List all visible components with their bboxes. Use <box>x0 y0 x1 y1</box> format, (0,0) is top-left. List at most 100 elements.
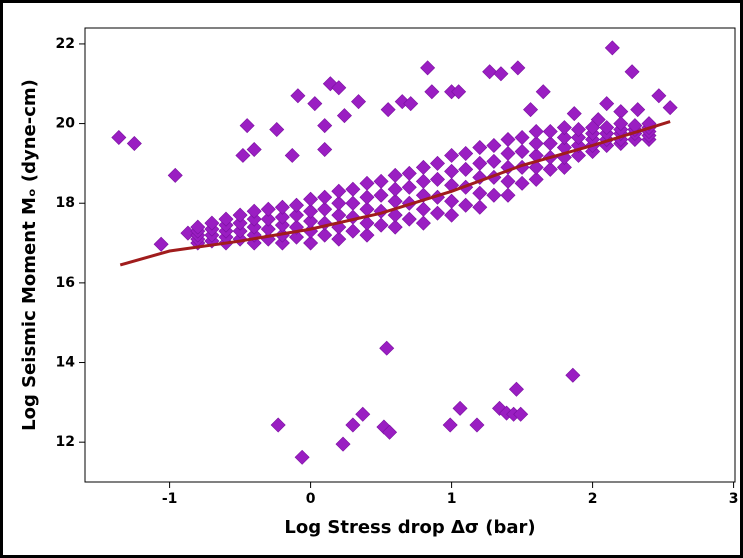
point <box>662 100 678 116</box>
point <box>415 159 431 175</box>
point <box>331 195 347 211</box>
point <box>269 122 285 138</box>
point <box>359 215 375 231</box>
point <box>232 207 248 223</box>
point <box>373 173 389 189</box>
point <box>359 201 375 217</box>
point <box>387 219 403 235</box>
point <box>303 191 319 207</box>
point <box>565 367 581 383</box>
point <box>380 102 396 118</box>
point <box>599 96 615 112</box>
point <box>401 179 417 195</box>
point <box>613 116 629 132</box>
point <box>345 223 361 239</box>
point <box>500 145 516 161</box>
point <box>387 181 403 197</box>
point <box>331 80 347 96</box>
point <box>627 118 643 134</box>
point <box>508 381 524 397</box>
point <box>387 207 403 223</box>
point <box>307 96 323 112</box>
point <box>570 130 586 146</box>
x-tick-label: 0 <box>306 491 316 507</box>
y-tick-label: 18 <box>56 195 75 211</box>
point <box>331 183 347 199</box>
point <box>458 145 474 161</box>
point <box>451 84 467 100</box>
point <box>359 175 375 191</box>
point <box>351 94 367 110</box>
point <box>387 167 403 183</box>
point <box>523 102 539 118</box>
point <box>542 135 558 151</box>
point <box>613 104 629 120</box>
point <box>345 417 361 433</box>
point <box>260 221 276 237</box>
point <box>335 436 351 452</box>
point <box>585 120 601 136</box>
y-tick-label: 14 <box>56 355 76 371</box>
point <box>401 211 417 227</box>
point <box>235 147 251 163</box>
point <box>429 155 445 171</box>
point <box>500 173 516 189</box>
point <box>294 449 310 465</box>
point <box>486 187 502 203</box>
point <box>472 155 488 171</box>
point <box>458 161 474 177</box>
point <box>284 147 300 163</box>
y-axis-label: Log Seismic Moment Mₒ (dyne-cm) <box>19 79 40 431</box>
point <box>345 195 361 211</box>
point <box>345 181 361 197</box>
point <box>246 211 262 227</box>
x-tick-label: -1 <box>162 491 178 507</box>
point <box>458 197 474 213</box>
point <box>486 137 502 153</box>
point <box>535 84 551 100</box>
point <box>570 122 586 138</box>
point <box>270 417 286 433</box>
x-tick-label: 2 <box>588 491 598 507</box>
point <box>246 203 262 219</box>
point <box>359 227 375 243</box>
point <box>469 417 485 433</box>
point <box>379 340 395 356</box>
point <box>556 120 572 136</box>
point <box>472 199 488 215</box>
point <box>420 60 436 76</box>
point <box>472 139 488 155</box>
point <box>651 88 667 104</box>
point <box>599 120 615 136</box>
point <box>218 211 234 227</box>
point <box>289 207 304 223</box>
point <box>415 215 431 231</box>
point <box>246 219 262 235</box>
point <box>514 175 530 191</box>
point <box>331 207 347 223</box>
point <box>424 84 440 100</box>
point <box>444 193 460 209</box>
x-tick-label: 1 <box>447 491 457 507</box>
point <box>336 108 352 124</box>
point <box>232 223 248 239</box>
point <box>566 106 582 122</box>
point <box>444 163 460 179</box>
fit-line <box>119 120 671 267</box>
point <box>401 165 417 181</box>
point <box>274 199 290 215</box>
x-axis-label: Log Stress drop Δσ (bar) <box>284 517 535 538</box>
point <box>514 143 530 159</box>
point <box>382 424 398 440</box>
point <box>442 417 458 433</box>
point <box>486 153 502 169</box>
point <box>180 225 196 241</box>
point <box>153 236 169 252</box>
point <box>444 147 460 163</box>
point <box>542 161 558 177</box>
point <box>317 189 333 205</box>
point <box>472 185 488 201</box>
point <box>274 217 290 233</box>
point <box>556 130 572 146</box>
point <box>403 96 419 112</box>
